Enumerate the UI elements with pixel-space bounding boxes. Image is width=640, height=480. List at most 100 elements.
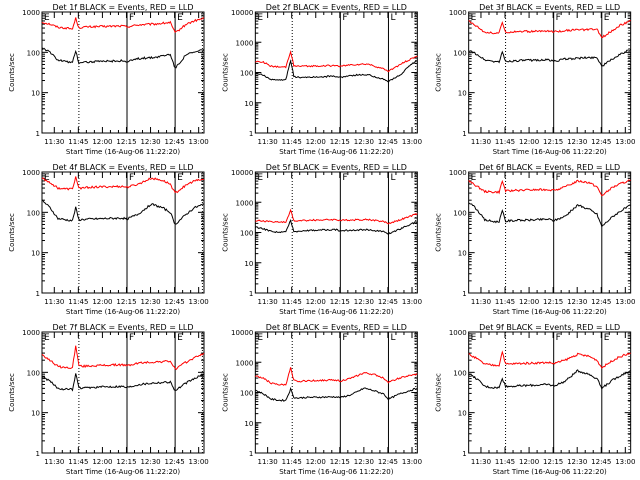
x-tick-label: 12:30 [567, 138, 587, 146]
x-tick-label: 11:45 [495, 458, 515, 466]
y-tick-label: 100 [453, 209, 466, 217]
y-tick-label: 10 [458, 250, 467, 258]
y-tick-label: 100 [27, 209, 40, 217]
x-tick-label: 11:30 [44, 458, 64, 466]
series-line-lld [41, 176, 205, 194]
y-tick-label: 1000 [449, 329, 467, 337]
x-tick-label: 12:45 [591, 138, 611, 146]
y-tick-label: 1 [462, 450, 466, 458]
y-tick-label: 100 [27, 49, 40, 57]
plot-frame [468, 331, 632, 454]
x-tick-label: 12:00 [306, 458, 326, 466]
y-tick-label: 1 [462, 130, 466, 138]
series-line-events [41, 47, 205, 69]
x-tick-label: 12:45 [378, 138, 398, 146]
x-tick-label: 11:45 [68, 138, 88, 146]
x-tick-label: 12:30 [567, 458, 587, 466]
y-tick-label: 1 [462, 290, 466, 298]
x-tick-label: 12:30 [354, 458, 374, 466]
chart-panel-6: Det 6f BLACK = Events, RED = LLD 1 10 100 10… [435, 163, 636, 316]
y-axis-label: Counts/sec [221, 53, 229, 92]
flag-label: E [177, 13, 183, 23]
x-tick-label: 13:00 [402, 458, 422, 466]
plot-frame [41, 331, 205, 454]
y-axis-label: Counts/sec [8, 213, 16, 252]
flag-label: F [556, 173, 561, 183]
y-tick-label: 10000 [231, 169, 253, 177]
chart-title: Det 8f BLACK = Events, RED = LLD [266, 323, 407, 332]
x-tick-label: 11:30 [471, 458, 491, 466]
x-tick-label: 13:00 [615, 298, 635, 306]
x-tick-label: 11:30 [258, 138, 278, 146]
chart-panel-7: Det 7f BLACK = Events, RED = LLD 1 10 100 10… [8, 323, 209, 476]
chart-panel-9: Det 9f BLACK = Events, RED = LLD 1 10 100 10… [435, 323, 636, 476]
y-tick-label: 1000 [236, 39, 254, 47]
y-tick-label: 10000 [231, 9, 253, 17]
x-axis-label: Start Time (16-Aug-06 11:22:20) [66, 308, 180, 316]
series-line-events [41, 373, 205, 392]
x-tick-label: 11:45 [282, 458, 302, 466]
x-tick-label: 13:00 [615, 138, 635, 146]
flag-label: E [44, 333, 50, 343]
series-line-events [255, 219, 418, 236]
x-tick-label: 12:45 [378, 458, 398, 466]
series-line-lld [255, 367, 418, 386]
chart-panel-4: Det 4f BLACK = Events, RED = LLD 1 10 100 10… [8, 163, 209, 316]
series-line-lld [468, 350, 631, 369]
series-line-lld [468, 179, 631, 197]
chart-title: Det 4f BLACK = Events, RED = LLD [52, 163, 193, 172]
y-tick-label: 100 [453, 49, 466, 57]
flag-label: F [129, 333, 134, 343]
y-axis-label: Counts/sec [221, 373, 229, 412]
y-tick-label: 100 [240, 390, 253, 398]
x-tick-label: 11:30 [44, 298, 64, 306]
flag-label: E [257, 333, 263, 343]
flag-label: F [556, 333, 561, 343]
x-tick-label: 12:00 [306, 298, 326, 306]
y-tick-label: 10 [458, 410, 467, 418]
x-tick-label: 12:45 [591, 298, 611, 306]
plot-frame [468, 11, 632, 134]
plot-frame [41, 171, 205, 294]
series-line-lld [41, 345, 205, 371]
x-tick-label: 12:15 [330, 298, 350, 306]
x-tick-label: 12:15 [116, 458, 136, 466]
x-tick-label: 13:00 [189, 138, 209, 146]
x-tick-label: 12:15 [330, 458, 350, 466]
flag-label: L [390, 13, 395, 23]
y-tick-label: 100 [453, 369, 466, 377]
y-tick-label: 1000 [449, 169, 467, 177]
x-tick-label: 12:30 [354, 298, 374, 306]
y-tick-label: 100 [240, 70, 253, 78]
x-tick-label: 12:30 [140, 298, 160, 306]
y-tick-label: 1 [249, 130, 253, 138]
x-tick-label: 12:15 [543, 458, 563, 466]
chart-title: Det 2f BLACK = Events, RED = LLD [266, 3, 407, 12]
flag-label: E [604, 333, 610, 343]
y-tick-label: 1 [249, 290, 253, 298]
flag-label: F [342, 333, 347, 343]
x-tick-label: 12:00 [306, 138, 326, 146]
flag-label: E [257, 13, 263, 23]
x-tick-label: 13:00 [189, 458, 209, 466]
y-axis-label: Counts/sec [221, 213, 229, 252]
x-axis-label: Start Time (16-Aug-06 11:22:20) [66, 148, 180, 156]
chart-panel-5: Det 5f BLACK = Events, RED = LLD 1 10 100 10… [221, 163, 422, 316]
flag-label: F [129, 13, 134, 23]
x-tick-label: 12:30 [567, 298, 587, 306]
series-line-events [41, 199, 205, 225]
y-axis-label: Counts/sec [435, 53, 443, 92]
x-tick-label: 12:45 [165, 138, 185, 146]
y-tick-label: 10000 [231, 329, 253, 337]
flag-label: F [129, 173, 134, 183]
x-tick-label: 12:00 [519, 458, 539, 466]
chart-title: Det 1f BLACK = Events, RED = LLD [52, 3, 193, 12]
series-line-events [468, 48, 632, 68]
flag-label: F [342, 13, 347, 23]
x-tick-label: 11:30 [44, 138, 64, 146]
flag-label: E [604, 13, 610, 23]
x-tick-label: 11:45 [282, 138, 302, 146]
x-tick-label: 11:45 [282, 298, 302, 306]
x-tick-label: 12:15 [543, 298, 563, 306]
